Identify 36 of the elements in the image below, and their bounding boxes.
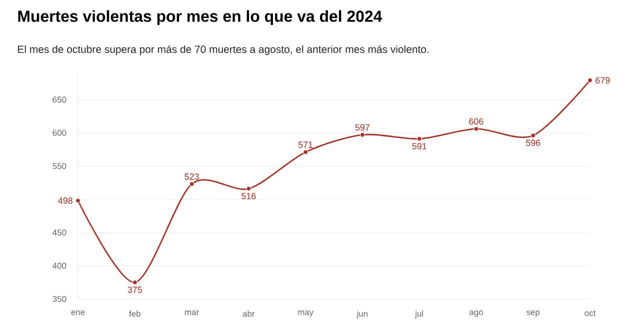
data-label: 591 [412, 142, 426, 150]
x-tick-label: sep [526, 310, 540, 317]
y-tick-label: 450 [52, 230, 66, 236]
x-tick-label: jun [356, 310, 368, 318]
point [588, 78, 592, 83]
x-tick-label: oct [584, 310, 596, 316]
y-tick-label: 550 [52, 163, 66, 170]
x-tick-label: feb [129, 310, 140, 317]
x-tick-label: abr [242, 310, 255, 317]
data-label: 597 [355, 124, 370, 131]
point [360, 132, 365, 138]
data-label: 498 [58, 197, 72, 204]
point [76, 198, 80, 204]
y-tick-label: 400 [52, 262, 66, 269]
data-label: 375 [128, 286, 142, 293]
data-label: 679 [596, 77, 610, 84]
point [189, 182, 194, 186]
data-label: 571 [298, 142, 313, 148]
data-label: 523 [184, 173, 199, 180]
chart-title: Muertes violentas por mes en lo que va del 2024 [18, 10, 382, 26]
x-tick-label: may [298, 310, 314, 317]
x-tick-label: mar [185, 310, 199, 316]
x-tick-label: jul [414, 310, 423, 318]
y-tick-label: 350 [52, 296, 66, 302]
data-label: 606 [469, 118, 484, 125]
point [530, 132, 536, 138]
data-label: 596 [526, 140, 540, 146]
point [303, 150, 308, 155]
point [246, 186, 252, 192]
data-label: 516 [242, 192, 256, 200]
y-tick-label: 600 [52, 130, 66, 136]
point [416, 136, 422, 142]
y-tick-label: 650 [52, 96, 66, 103]
chart-subtitle: El mes de octubre supera por más de 70 muertes a agosto, el anterior mes más violento. [18, 45, 428, 56]
x-tick-label: ene [71, 310, 85, 316]
x-tick-label: ago [470, 310, 483, 317]
